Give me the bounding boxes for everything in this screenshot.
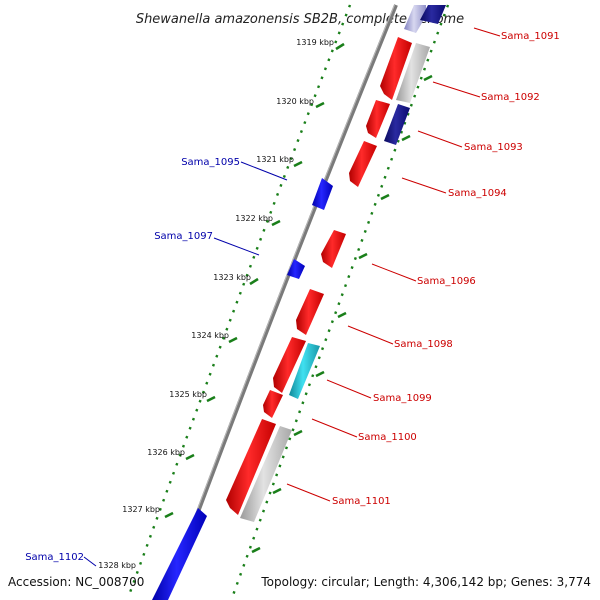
gene-sama-1101[interactable] (226, 419, 276, 515)
tick-label: 1328 kbp (98, 561, 136, 570)
gene-sama-1094[interactable] (349, 141, 377, 187)
gene-sama-1100[interactable] (263, 390, 283, 418)
tick-label: 1322 kbp (235, 214, 273, 223)
gene-sama-1091[interactable] (404, 5, 426, 33)
gene-track (152, 5, 446, 600)
tick-label: 1321 kbp (256, 155, 294, 164)
gene-sama-1097[interactable] (287, 259, 305, 279)
gene-sama-1095[interactable] (312, 178, 333, 210)
gene-sama-1098[interactable] (296, 289, 324, 335)
tick-label: 1327 kbp (122, 505, 160, 514)
gene-sama-1092[interactable] (380, 37, 412, 100)
gene-sama-1102[interactable] (152, 508, 207, 600)
gene-label[interactable]: Sama_1099 (373, 393, 432, 404)
gene-sama-1099[interactable] (273, 337, 306, 393)
gene-label[interactable]: Sama_1100 (358, 432, 417, 443)
gene-sama-1093[interactable] (384, 104, 410, 145)
tick-dashes (164, 42, 433, 554)
gene-sama-1093-inner[interactable] (366, 100, 390, 138)
gene-sama-1091-head[interactable] (420, 5, 446, 24)
tick-label: 1319 kbp (296, 38, 334, 47)
tick-label: 1320 kbp (276, 97, 314, 106)
label-leaders (83, 27, 501, 567)
tick-label: 1323 kbp (213, 273, 251, 282)
gene-label[interactable]: Sama_1102 (25, 552, 84, 563)
gene-label[interactable]: Sama_1092 (481, 92, 540, 103)
topology-text: Topology: circular; Length: 4,306,142 bp… (260, 575, 591, 589)
genome-backbone (164, 4, 398, 599)
gene-label[interactable]: Sama_1094 (448, 188, 507, 199)
gene-sama-1092-pseudo[interactable] (396, 43, 430, 103)
outer-guide-line (230, 4, 450, 599)
gene-sama-1096[interactable] (321, 230, 346, 268)
tick-label: 1325 kbp (169, 390, 207, 399)
gene-sama-1101-pseudo[interactable] (240, 426, 292, 522)
map-title: Shewanella amazonensis SB2B, complete ge… (136, 12, 464, 27)
gene-label[interactable]: Sama_1095 (181, 157, 240, 168)
kbp-labels: 1319 kbp 1320 kbp 1321 kbp 1322 kbp 1323… (98, 38, 334, 570)
gene-label[interactable]: Sama_1101 (332, 496, 391, 507)
gene-label[interactable]: Sama_1097 (154, 231, 213, 242)
accession-text: Accession: NC_008700 (8, 575, 144, 589)
gene-labels: Sama_1091 Sama_1092 Sama_1093 Sama_1094 … (25, 31, 560, 563)
tick-label: 1326 kbp (147, 448, 185, 457)
gene-label[interactable]: Sama_1096 (417, 276, 476, 287)
gene-sama-1099-cyan[interactable] (289, 343, 320, 399)
gene-label[interactable]: Sama_1091 (501, 31, 560, 42)
gene-label[interactable]: Sama_1093 (464, 142, 523, 153)
tick-label: 1324 kbp (191, 331, 229, 340)
gene-label[interactable]: Sama_1098 (394, 339, 453, 350)
